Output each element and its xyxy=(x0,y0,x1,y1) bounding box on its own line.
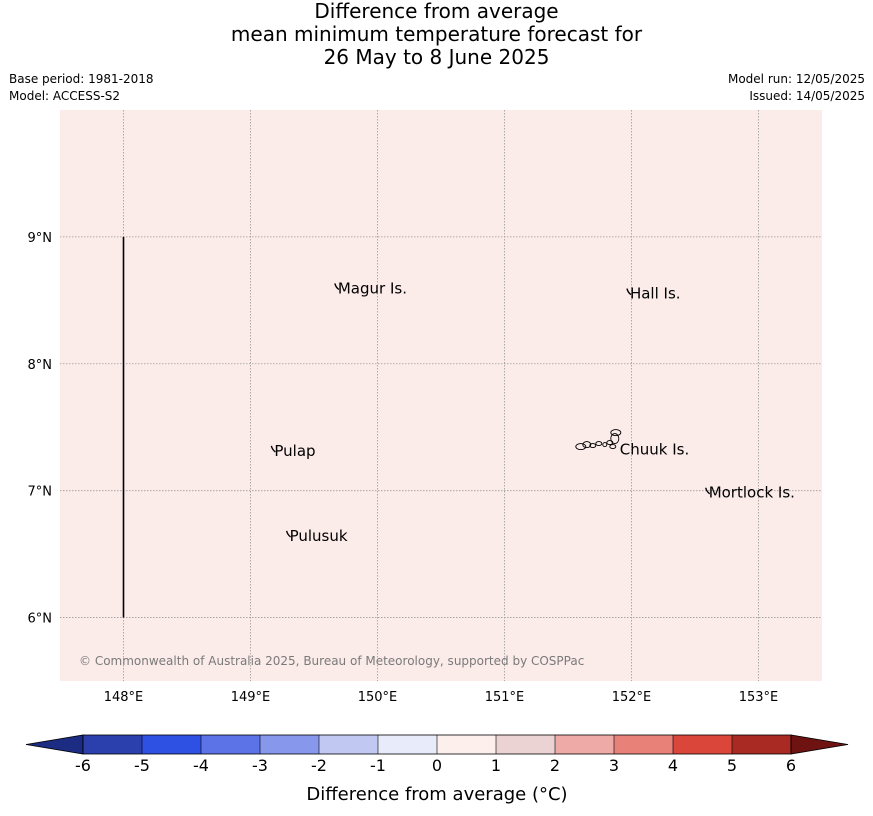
colorbar-swatch xyxy=(496,735,556,754)
colorbar-tick-label: 2 xyxy=(550,756,560,775)
colorbar-tick-label: -3 xyxy=(252,756,268,775)
colorbar-swatch xyxy=(732,735,792,754)
place-label: Pulusuk xyxy=(290,527,348,545)
colorbar: -6 -5 -4 -3 -2 -1 0 1 2 3 4 5 6 Difference from avera… xyxy=(25,734,849,805)
place-label: Magur Is. xyxy=(338,279,407,297)
chart-title: Difference from average mean minimum tem… xyxy=(0,0,873,69)
colorbar-tick-label: 6 xyxy=(786,756,796,775)
island-outline xyxy=(575,443,587,451)
map-area: 148°E 149°E 150°E 151°E 152°E 153°E 6°N 7°N 8°N 9… xyxy=(28,110,822,705)
island-outline xyxy=(606,440,614,446)
colorbar-swatch xyxy=(260,735,320,754)
colorbar-swatch xyxy=(319,735,379,754)
map-background xyxy=(60,110,822,681)
colorbar-swatch xyxy=(437,735,497,754)
model-name: Model: ACCESS-S2 xyxy=(9,89,121,103)
lon-tick-label: 152°E xyxy=(612,690,652,705)
colorbar-swatch xyxy=(142,735,202,754)
colorbar-swatch xyxy=(201,735,261,754)
island-outline xyxy=(602,442,608,448)
issued-date: Issued: 14/05/2025 xyxy=(749,89,865,103)
title-line-2: mean minimum temperature forecast for xyxy=(230,22,643,46)
island-mark xyxy=(705,487,711,495)
title-line-1: Difference from average xyxy=(314,0,559,23)
chuuk-island-shapes xyxy=(575,429,622,451)
colorbar-tick-label: -2 xyxy=(311,756,327,775)
island-outline xyxy=(610,429,622,437)
colorbar-tick-label: 4 xyxy=(668,756,678,775)
colorbar-tick-label: -5 xyxy=(134,756,150,775)
lat-tick-label: 9°N xyxy=(28,231,53,246)
place-label: Chuuk Is. xyxy=(620,441,689,459)
colorbar-tick-label: 5 xyxy=(727,756,737,775)
island-outline xyxy=(595,441,603,447)
base-period: Base period: 1981-2018 xyxy=(9,72,154,86)
colorbar-swatch xyxy=(555,735,615,754)
colorbar-tick-label: -4 xyxy=(193,756,209,775)
colorbar-swatch xyxy=(614,735,674,754)
lat-tick-label: 6°N xyxy=(28,612,53,627)
island-mark xyxy=(334,283,340,291)
colorbar-tick-label: -1 xyxy=(370,756,386,775)
title-line-3: 26 May to 8 June 2025 xyxy=(323,45,550,69)
lon-tick-label: 149°E xyxy=(231,690,271,705)
meta-right: Model run: 12/05/2025 Issued: 14/05/2025 xyxy=(728,71,865,105)
place-label: Mortlock Is. xyxy=(709,484,795,502)
colorbar-swatch xyxy=(378,735,438,754)
lon-tick-label: 151°E xyxy=(485,690,525,705)
lon-tick-label: 153°E xyxy=(739,690,779,705)
lon-tick-label: 148°E xyxy=(104,690,144,705)
lon-tick-label: 150°E xyxy=(358,690,398,705)
meta-left: Base period: 1981-2018 Model: ACCESS-S2 xyxy=(9,71,154,105)
colorbar-swatch xyxy=(83,735,143,754)
colorbar-tick-label: 3 xyxy=(609,756,619,775)
colorbar-tick-label: -6 xyxy=(75,756,91,775)
island-mark xyxy=(285,530,292,538)
colorbar-swatch xyxy=(673,735,733,754)
island-outline xyxy=(610,433,620,445)
lat-tick-label: 7°N xyxy=(28,485,53,500)
colorbar-over-arrow xyxy=(790,734,849,755)
colorbar-title: Difference from average (°C) xyxy=(306,784,567,805)
island-outline xyxy=(589,443,597,449)
lat-tick-label: 8°N xyxy=(28,358,53,373)
model-run: Model run: 12/05/2025 xyxy=(727,72,865,86)
island-outline xyxy=(609,444,617,450)
place-label: Hall Is. xyxy=(630,285,681,303)
island-outline xyxy=(582,441,592,449)
island-mark xyxy=(626,288,632,296)
colorbar-tick-label: 0 xyxy=(432,756,442,775)
place-label: Pulap xyxy=(274,442,315,460)
island-mark xyxy=(270,445,276,453)
colorbar-tick-label: 1 xyxy=(491,756,501,775)
copyright-text: © Commonwealth of Australia 2025, Bureau… xyxy=(79,654,584,668)
colorbar-under-arrow xyxy=(25,734,84,755)
